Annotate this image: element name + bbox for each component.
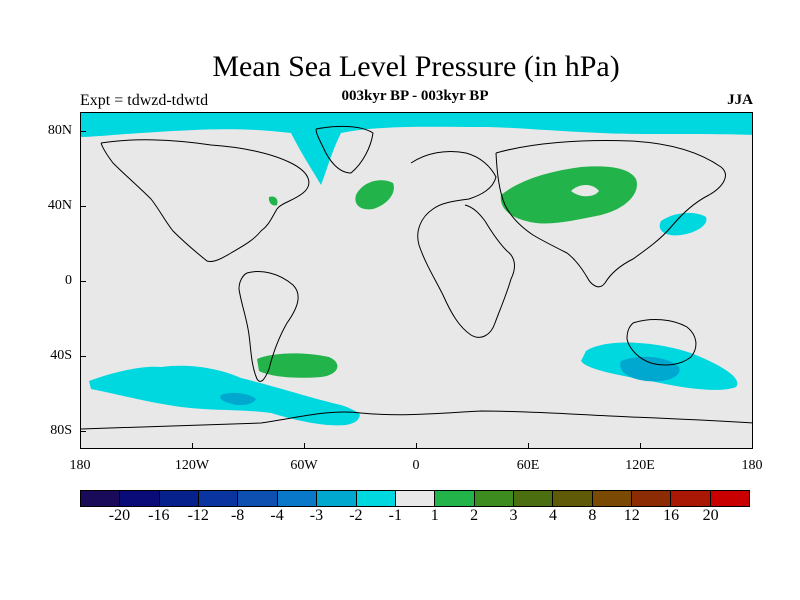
colorbar-swatch bbox=[553, 491, 593, 506]
colorbar-label: -3 bbox=[309, 507, 324, 524]
colorbar-label: 16 bbox=[663, 507, 680, 524]
plot-subtitle: 003kyr BP - 003kyr BP bbox=[341, 88, 489, 104]
y-axis-label: 40S bbox=[50, 348, 72, 363]
plot-title: Mean Sea Level Pressure (in hPa) bbox=[212, 50, 620, 83]
north-america-east-positive-anomaly bbox=[268, 196, 278, 206]
pacific-east-asia-negative-anomaly bbox=[659, 212, 707, 236]
y-tick bbox=[80, 356, 86, 357]
y-tick bbox=[80, 281, 86, 282]
south-atlantic-negative-anomaly bbox=[296, 404, 360, 425]
europe-africa-coast bbox=[410, 150, 515, 338]
colorbar-label: -4 bbox=[270, 507, 284, 524]
north-america-coast bbox=[100, 139, 310, 262]
south-america-positive-anomaly bbox=[257, 353, 338, 378]
colorbar-swatch bbox=[435, 491, 475, 506]
colorbar-swatch bbox=[238, 491, 278, 506]
season-label: JJA bbox=[727, 92, 753, 108]
colorbar-label: 8 bbox=[588, 507, 597, 524]
coastlines bbox=[81, 125, 752, 430]
colorbar-label: -2 bbox=[349, 507, 363, 524]
colorbar-label: -1 bbox=[388, 507, 402, 524]
colorbar-label: 12 bbox=[623, 507, 640, 524]
x-axis-label: 120E bbox=[625, 458, 655, 473]
colorbar-label: -20 bbox=[108, 507, 131, 524]
colorbar-swatch bbox=[513, 491, 554, 506]
x-axis-label: 60E bbox=[516, 458, 540, 473]
y-tick bbox=[80, 431, 86, 432]
colorbar-label: 2 bbox=[470, 507, 479, 524]
y-tick bbox=[80, 206, 86, 207]
colorbar-swatch bbox=[120, 491, 160, 506]
north-atlantic-positive-anomaly bbox=[355, 180, 394, 210]
colorbar-label: 4 bbox=[548, 507, 557, 524]
antarctica-coast bbox=[81, 410, 752, 430]
colorbar-label: 1 bbox=[430, 507, 439, 524]
y-tick bbox=[80, 131, 86, 132]
colorbar-swatch bbox=[710, 491, 750, 506]
south-america-coast bbox=[238, 271, 299, 382]
colorbar-label: -16 bbox=[148, 507, 170, 524]
negative-anomaly-regions bbox=[81, 113, 752, 426]
colorbar-label: 20 bbox=[702, 507, 719, 524]
x-axis-label: 60W bbox=[290, 458, 318, 473]
australia-southern-core-anomaly bbox=[620, 356, 680, 382]
colorbar bbox=[80, 490, 750, 507]
eurasia-positive-anomaly bbox=[500, 166, 637, 224]
colorbar-label: 3 bbox=[509, 507, 518, 524]
colorbar-swatch bbox=[474, 491, 514, 506]
world-map bbox=[80, 112, 753, 449]
x-tick bbox=[528, 443, 529, 449]
colorbar-label: -8 bbox=[230, 507, 245, 524]
colorbar-swatch bbox=[317, 491, 357, 506]
x-axis-label: 180 bbox=[741, 458, 763, 473]
colorbar-swatch bbox=[671, 491, 711, 506]
colorbar-swatch bbox=[81, 491, 121, 506]
y-axis-label: 80N bbox=[47, 123, 72, 138]
experiment-label: Expt = tdwzd-tdwtd bbox=[80, 92, 209, 109]
colorbar-swatch bbox=[199, 491, 239, 506]
colorbar-swatch bbox=[632, 491, 672, 506]
x-tick bbox=[192, 443, 193, 449]
australia-coast bbox=[626, 319, 697, 366]
y-axis-label: 40N bbox=[47, 198, 72, 213]
y-axis-label: 80S bbox=[50, 423, 72, 438]
colorbar-swatch bbox=[592, 491, 633, 506]
greenland-coast bbox=[315, 125, 374, 174]
x-axis-label: 0 bbox=[412, 458, 420, 473]
colorbar-label: -12 bbox=[187, 507, 209, 524]
arctic-negative-anomaly bbox=[81, 113, 752, 185]
colorbar-swatch bbox=[159, 491, 200, 506]
y-axis-label: 0 bbox=[65, 273, 72, 288]
map-canvas bbox=[81, 113, 752, 430]
colorbar-swatch bbox=[356, 491, 396, 506]
x-tick bbox=[416, 443, 417, 449]
south-pacific-core-anomaly bbox=[220, 392, 256, 406]
x-tick bbox=[304, 443, 305, 449]
asia-coast bbox=[495, 140, 726, 288]
x-axis-label: 120W bbox=[174, 458, 210, 473]
colorbar-swatch bbox=[277, 491, 318, 506]
x-axis-label: 180 bbox=[69, 458, 91, 473]
colorbar-swatch bbox=[395, 491, 436, 506]
positive-anomaly-regions bbox=[257, 166, 637, 378]
x-tick bbox=[640, 443, 641, 449]
eurasia-hole bbox=[571, 185, 599, 197]
